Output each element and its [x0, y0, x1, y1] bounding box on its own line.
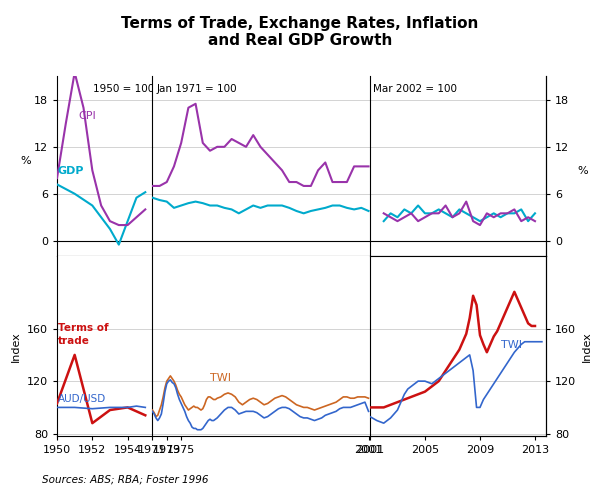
Text: 1950 = 100: 1950 = 100	[93, 84, 154, 94]
Y-axis label: %: %	[20, 156, 31, 167]
Y-axis label: Index: Index	[11, 331, 21, 362]
Y-axis label: %: %	[578, 167, 589, 176]
Text: AUD/USD: AUD/USD	[58, 394, 106, 404]
Text: TWI: TWI	[210, 373, 231, 383]
Text: CPI: CPI	[78, 111, 96, 121]
Y-axis label: Index: Index	[582, 331, 592, 362]
Text: Sources: ABS; RBA; Foster 1996: Sources: ABS; RBA; Foster 1996	[42, 474, 209, 484]
Text: Terms of Trade, Exchange Rates, Inflation
and Real GDP Growth: Terms of Trade, Exchange Rates, Inflatio…	[121, 16, 479, 48]
Text: GDP: GDP	[58, 166, 85, 176]
Text: Jan 1971 = 100: Jan 1971 = 100	[157, 84, 238, 94]
Text: TWI: TWI	[500, 340, 521, 351]
Text: Mar 2002 = 100: Mar 2002 = 100	[373, 84, 457, 94]
Text: Terms of
trade: Terms of trade	[58, 323, 109, 347]
